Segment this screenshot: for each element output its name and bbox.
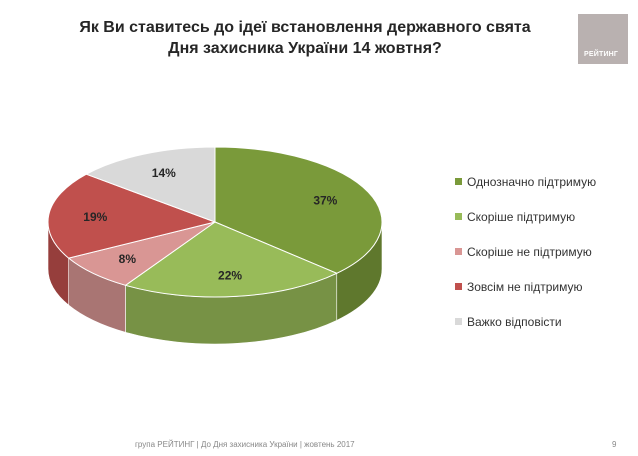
legend-swatch	[455, 213, 462, 220]
logo-text: РЕЙТИНГ	[584, 51, 619, 58]
pie-tops	[47, 146, 383, 298]
pie-data-label: 14%	[152, 166, 176, 180]
legend-label: Однозначно підтримую	[467, 175, 597, 189]
pie-slice	[214, 146, 383, 274]
rating-logo: РЕЙТИНГ	[578, 14, 628, 64]
legend-swatch	[455, 318, 462, 325]
legend-swatch	[455, 248, 462, 255]
legend-label: Важко відповісти	[467, 315, 562, 329]
pie-slice	[85, 146, 216, 223]
chart-title: Як Ви ставитесь до ідеї встановлення дер…	[60, 17, 550, 59]
pie-slice	[124, 221, 338, 298]
legend-label: Скоріше не підтримую	[467, 245, 592, 259]
legend-swatch	[455, 283, 462, 290]
pie-data-label: 22%	[218, 269, 242, 283]
footer-text: група РЕЙТИНГ | До Дня захисника України…	[135, 440, 355, 449]
page-number: 9	[612, 440, 617, 449]
title-line-2: Дня захисника України 14 жовтня?	[168, 40, 442, 57]
legend-swatch	[455, 178, 462, 185]
pie-data-label: 8%	[119, 252, 137, 266]
title-line-1: Як Ви ставитесь до ідеї встановлення дер…	[79, 19, 531, 36]
pie-data-labels: 37% 22% 8% 19% 14%	[83, 166, 337, 282]
legend-label: Скоріше підтримую	[467, 210, 576, 224]
pie-data-label: 37%	[313, 194, 337, 208]
pie-slice	[47, 173, 217, 259]
legend-label: Зовсім не підтримую	[467, 280, 583, 294]
pie-data-label: 19%	[83, 210, 107, 224]
